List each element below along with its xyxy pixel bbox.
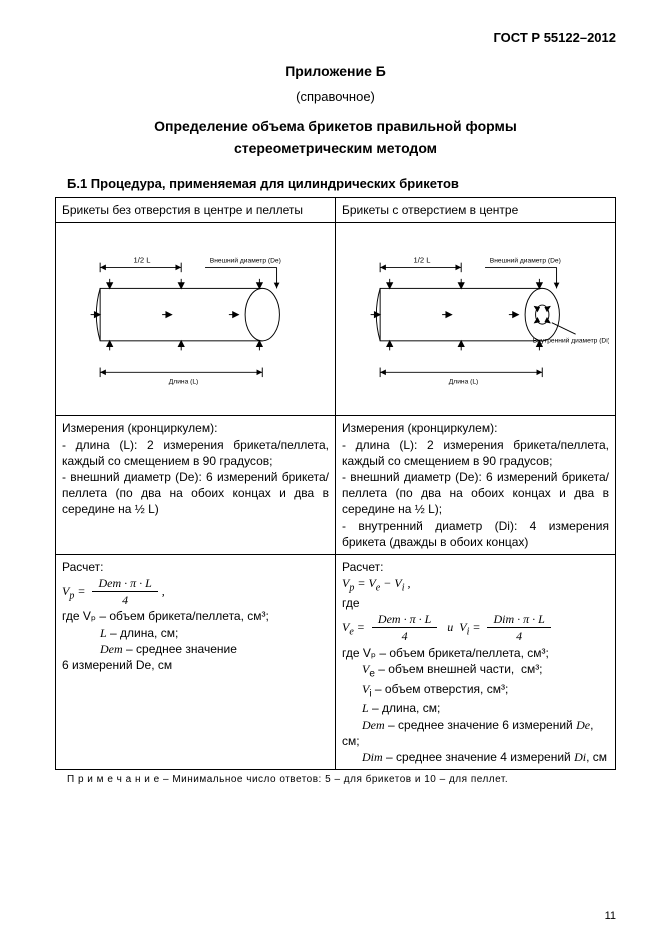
meas-line: - внутренний диаметр (Di): 4 измерения б… [342,519,609,549]
measurements-right: Измерения (кронциркулем): - длина (L): 2… [336,416,616,555]
formula-vp2: Vp = Ve − Vi , [342,576,410,590]
svg-text:Внешний диаметр (De): Внешний диаметр (De) [490,257,561,265]
annex-type: (справочное) [55,89,616,104]
annex-heading: Приложение Б [55,63,616,79]
where-line: Dem – среднее значение [80,642,237,656]
meas-line: - длина (L): 2 измерения брикета/пеллета… [62,438,329,468]
where-label: где [342,596,360,610]
meas-title: Измерения (кронциркулем): [342,421,497,435]
svg-text:Длина (L): Длина (L) [449,379,478,386]
where-line: Ve – объем внешней части, см³; [342,662,543,676]
diagram-right-cell: 1/2 L Внешний диаметр (De) Внутренний ди… [336,223,616,416]
svg-text:1/2 L: 1/2 L [414,256,431,265]
where-line: 6 измерений De, см [62,658,172,672]
length-label: Длина (L) [169,379,198,386]
where-line: Dim – среднее значение 4 измерений Di, с… [342,750,607,764]
meas-title: Измерения (кронциркулем): [62,421,217,435]
outer-d-label: Внешний диаметр (De) [210,257,281,265]
doc-reference: ГОСТ Р 55122–2012 [55,30,616,45]
calc-title: Расчет: [62,560,104,574]
calculation-right: Расчет: Vp = Ve − Vi , где Ve = Dem · π … [336,554,616,769]
meas-line: - длина (L): 2 измерения брикета/пеллета… [342,438,609,468]
table-row: 1/2 L Внешний диаметр (De) Длина (L) [56,223,616,416]
where-line: L – длина, см; [342,701,440,715]
table-row: Измерения (кронциркулем): - длина (L): 2… [56,416,616,555]
table-row: Расчет: Vp = Dem · π · L4, где Vₚ – объе… [56,554,616,769]
where-line: Vi – объем отверстия, см³; [342,682,508,696]
where-line: где Vₚ – объем брикета/пеллета, см³; [342,646,549,660]
measurements-left: Измерения (кронциркулем): - длина (L): 2… [56,416,336,555]
half-l-label: 1/2 L [134,256,151,265]
diagram-left-cell: 1/2 L Внешний диаметр (De) Длина (L) [56,223,336,416]
title-line-1: Определение объема брикетов правильной ф… [55,118,616,134]
cylinder-diagram-right: 1/2 L Внешний диаметр (De) Внутренний ди… [342,227,609,407]
calculation-left: Расчет: Vp = Dem · π · L4, где Vₚ – объе… [56,554,336,769]
footnote: П р и м е ч а н и е – Минимальное число … [67,774,616,785]
meas-line: - внешний диаметр (De): 6 измерений брик… [62,470,329,516]
section-heading: Б.1 Процедура, применяемая для цилиндрич… [67,176,616,191]
formula-vp: Vp = Dem · π · L4, [62,584,165,598]
where-line: где Vₚ – объем брикета/пеллета, см³; [62,609,269,623]
formula-ve-vi: Ve = Dem · π · L4 и Vi = Dim · π · L4 [342,620,555,634]
page-number: 11 [605,910,616,922]
meas-line: - внешний диаметр (De): 6 измерений брик… [342,470,609,516]
where-line: L – длина, см; [80,626,178,640]
col1-header: Брикеты без отверстия в центре и пеллеты [56,198,336,223]
table-row: Брикеты без отверстия в центре и пеллеты… [56,198,616,223]
cylinder-diagram-left: 1/2 L Внешний диаметр (De) Длина (L) [62,227,329,407]
page-container: ГОСТ Р 55122–2012 Приложение Б (справочн… [0,0,661,936]
col2-header: Брикеты с отверстием в центре [336,198,616,223]
title-line-2: стереометрическим методом [55,140,616,156]
inner-d-label: Внутренний диаметр (Di) [533,337,609,345]
calc-title: Расчет: [342,560,384,574]
main-table: Брикеты без отверстия в центре и пеллеты… [55,197,616,770]
where-line: Dem – среднее значение 6 измерений De, с… [342,718,593,748]
